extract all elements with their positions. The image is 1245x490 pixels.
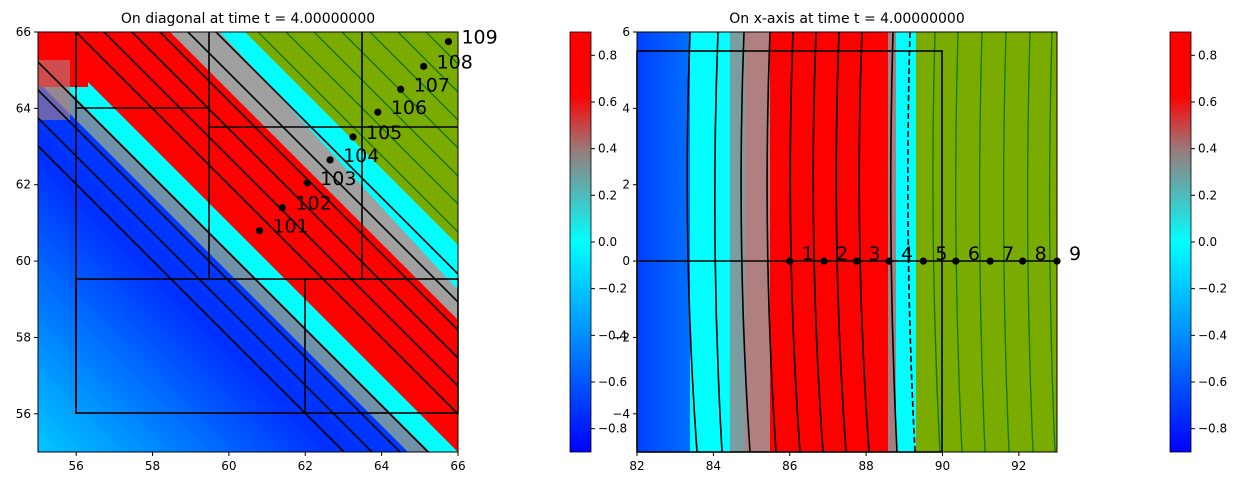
right-xtick-label: 82 xyxy=(629,459,644,473)
right-point-label-2: 3 xyxy=(869,243,881,265)
left-xtick-label: 60 xyxy=(221,459,236,473)
left-ytick-label: 62 xyxy=(16,178,31,192)
right-colorbar-tick-label: −0.8 xyxy=(1198,422,1227,436)
right-point-label-5: 6 xyxy=(968,243,980,265)
right-xtick-label: 86 xyxy=(782,459,797,473)
right-plot-title: On x-axis at time t = 4.00000000 xyxy=(729,11,965,27)
right-colorbar-tick-label: 0.8 xyxy=(1198,48,1217,62)
right-ticks: 82 84 86 88 90 92 −4 −2 0 2 4 6 xyxy=(612,25,1026,473)
left-colorbar-bar xyxy=(569,31,592,453)
left-ytick-label: 64 xyxy=(16,101,31,115)
right-xtick-label: 92 xyxy=(1011,459,1026,473)
left-plot: On diagonal at time t = 4.00000000 xyxy=(16,11,498,473)
left-point-7 xyxy=(420,62,428,70)
left-point-0 xyxy=(255,226,264,235)
right-point-6 xyxy=(986,257,994,265)
left-point-5 xyxy=(374,108,382,116)
right-colorbar: −0.8 −0.6 −0.4 −0.2 0.0 0.2 0.4 0.6 0.8 xyxy=(1169,31,1227,453)
right-point-5 xyxy=(952,257,960,265)
right-plot-frame xyxy=(636,31,1058,453)
right-point-4 xyxy=(919,257,927,265)
left-ticks: 56 58 60 62 64 66 56 58 60 62 64 66 xyxy=(16,25,466,473)
right-ytick-label: −2 xyxy=(612,330,630,344)
right-xtick-label: 90 xyxy=(935,459,950,473)
left-point-4 xyxy=(349,133,357,141)
left-point-label-7: 108 xyxy=(437,51,473,73)
right-point-7 xyxy=(1019,257,1027,265)
left-point-label-8: 109 xyxy=(461,27,497,49)
left-point-6 xyxy=(397,85,405,93)
right-colorbar-tick-label: −0.4 xyxy=(1198,328,1227,342)
left-colorbar-ticks: −0.8 −0.6 −0.4 −0.2 0.0 0.2 0.4 0.6 0.8 xyxy=(591,48,627,436)
right-colorbar-tick-label: 0.6 xyxy=(1198,95,1217,109)
left-point-label-0: 101 xyxy=(272,216,308,238)
left-ytick-label: 60 xyxy=(16,254,31,268)
left-point-label-6: 107 xyxy=(414,74,450,96)
left-xtick-label: 62 xyxy=(298,459,313,473)
left-point-3 xyxy=(326,156,334,164)
right-point-1 xyxy=(820,257,828,265)
right-ytick-label: 2 xyxy=(622,178,630,192)
left-colorbar-tick-label: 0.6 xyxy=(598,95,617,109)
right-ytick-label: −4 xyxy=(612,407,630,421)
left-colorbar-tick-label: 0.2 xyxy=(598,188,617,202)
right-ytick-label: 4 xyxy=(622,101,630,115)
right-xtick-label: 84 xyxy=(706,459,721,473)
left-xtick-label: 64 xyxy=(374,459,389,473)
right-ytick-label: 6 xyxy=(622,25,630,39)
right-point-label-4: 5 xyxy=(935,243,947,265)
left-point-label-1: 102 xyxy=(295,193,331,215)
right-colorbar-tick-label: −0.6 xyxy=(1198,375,1227,389)
right-point-label-6: 7 xyxy=(1002,243,1014,265)
left-colorbar-tick-label: −0.2 xyxy=(598,282,627,296)
right-ytick-label: 0 xyxy=(622,254,630,268)
right-colorbar-tick-label: 0.0 xyxy=(1198,235,1217,249)
left-ytick-label: 58 xyxy=(16,330,31,344)
right-colorbar-tick-label: −0.2 xyxy=(1198,282,1227,296)
left-colorbar-tick-label: −0.4 xyxy=(598,328,627,342)
left-colorbar-tick-label: 0.0 xyxy=(598,235,617,249)
left-point-label-3: 104 xyxy=(343,145,379,167)
right-xtick-label: 88 xyxy=(858,459,873,473)
left-point-2 xyxy=(303,179,311,187)
right-point-8 xyxy=(1053,257,1061,265)
right-contours xyxy=(686,32,916,452)
right-point-3 xyxy=(885,257,893,265)
right-heatmap xyxy=(637,32,1057,452)
left-colorbar-tick-label: −0.6 xyxy=(598,375,627,389)
right-colorbar-bar xyxy=(1169,31,1192,453)
left-point-1 xyxy=(278,204,286,212)
left-colorbar-tick-label: −0.8 xyxy=(598,422,627,436)
right-point-label-0: 1 xyxy=(802,243,814,265)
left-ytick-label: 66 xyxy=(16,25,31,39)
left-ytick-label: 56 xyxy=(16,407,31,421)
right-colorbar-tick-label: 0.4 xyxy=(1198,142,1217,156)
left-point-label-5: 106 xyxy=(391,97,427,119)
left-colorbar-tick-label: 0.4 xyxy=(598,142,617,156)
left-colorbar: −0.8 −0.6 −0.4 −0.2 0.0 0.2 0.4 0.6 0.8 xyxy=(569,31,627,453)
left-xtick-label: 58 xyxy=(145,459,160,473)
right-point-label-3: 4 xyxy=(901,243,913,265)
right-colorbar-tick-label: 0.2 xyxy=(1198,188,1217,202)
right-point-label-1: 2 xyxy=(836,243,848,265)
left-heatmap xyxy=(38,32,458,452)
left-xtick-label: 56 xyxy=(69,459,84,473)
left-colorbar-tick-label: 0.8 xyxy=(598,48,617,62)
left-plot-frame xyxy=(37,31,459,453)
left-point-8 xyxy=(444,37,453,46)
left-xtick-label: 66 xyxy=(450,459,465,473)
left-point-label-4: 105 xyxy=(366,122,402,144)
left-plot-title: On diagonal at time t = 4.00000000 xyxy=(121,11,375,27)
right-point-0 xyxy=(786,257,794,265)
right-point-2 xyxy=(852,257,861,265)
right-point-label-8: 9 xyxy=(1069,243,1081,265)
right-colorbar-ticks: −0.8 −0.6 −0.4 −0.2 0.0 0.2 0.4 0.6 0.8 xyxy=(1191,48,1227,436)
left-point-label-2: 103 xyxy=(320,168,356,190)
right-plot: On x-axis at time t = 4.00000000 xyxy=(612,11,1081,473)
right-point-label-7: 8 xyxy=(1035,243,1047,265)
